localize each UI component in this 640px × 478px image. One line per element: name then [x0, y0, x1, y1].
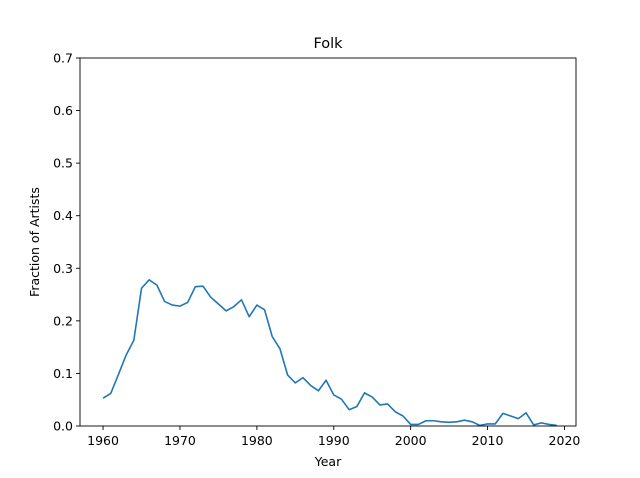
x-tick-label: 2000 — [395, 433, 427, 448]
x-tick-label: 2020 — [549, 433, 581, 448]
x-axis: 1960 1970 1980 1990 2000 2010 2020 — [87, 426, 580, 448]
x-tick-label: 1980 — [241, 433, 273, 448]
chart-title: Folk — [313, 36, 343, 52]
series-line — [102, 279, 557, 427]
y-tick-label: 0.0 — [53, 419, 73, 434]
y-tick-label: 0.1 — [53, 366, 73, 381]
x-tick-label: 2010 — [472, 433, 504, 448]
y-tick-label: 0.5 — [53, 156, 73, 171]
y-tick-label: 0.3 — [53, 261, 73, 276]
y-axis: 0.0 0.1 0.2 0.3 0.4 0.5 0.6 0.7 — [53, 51, 80, 434]
y-tick-label: 0.7 — [53, 51, 73, 66]
series-layer — [102, 279, 557, 427]
x-tick-label: 1990 — [318, 433, 350, 448]
y-tick-label: 0.4 — [53, 208, 73, 223]
plot-frame — [79, 57, 577, 427]
y-tick-label: 0.2 — [53, 313, 73, 328]
x-tick-label: 1960 — [87, 433, 119, 448]
x-tick-label: 1970 — [164, 433, 196, 448]
y-tick-label: 0.6 — [53, 103, 73, 118]
x-axis-label: Year — [314, 454, 342, 469]
y-axis-label: Fraction of Artists — [27, 187, 42, 297]
